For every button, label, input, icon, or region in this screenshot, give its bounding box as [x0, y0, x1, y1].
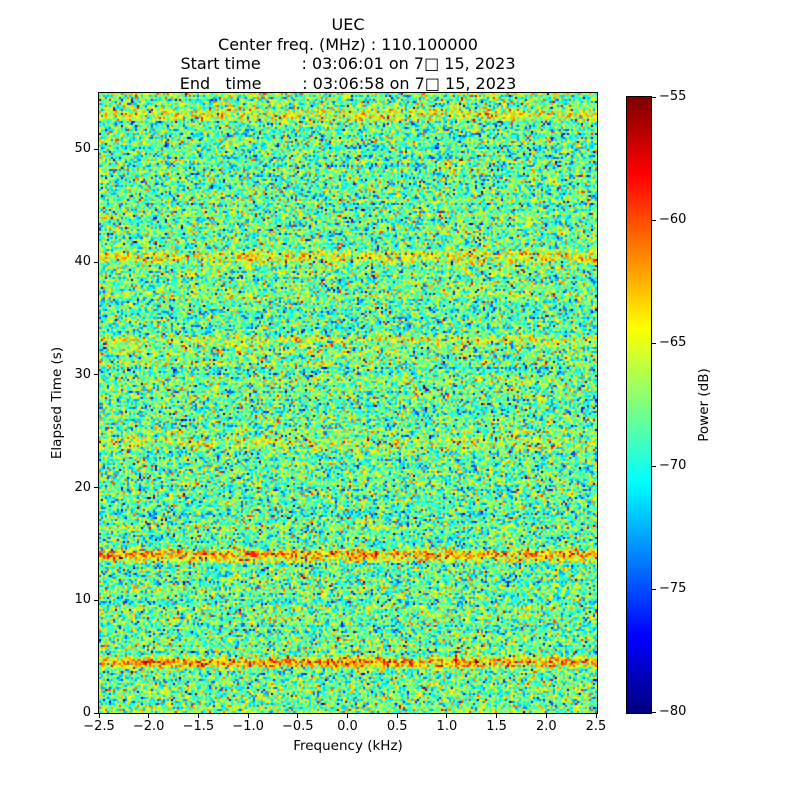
x-tick-mark: [496, 714, 498, 718]
colorbar-label: Power (dB): [696, 368, 712, 442]
x-tick-label: 0.0: [337, 719, 358, 734]
x-tick-mark: [347, 714, 348, 718]
x-tick-mark: [595, 714, 597, 718]
colorbar-tick-mark: [652, 465, 656, 467]
y-tick-mark: [94, 712, 98, 714]
colorbar-tick-label: −60: [659, 212, 687, 227]
y-axis-label: Elapsed Time (s): [49, 346, 65, 460]
chart-title: UEC: [331, 15, 365, 34]
colorbar-tick-mark: [652, 342, 656, 344]
x-tick-mark: [98, 714, 100, 718]
y-tick-label: 50: [74, 141, 91, 157]
x-tick-mark: [297, 714, 299, 718]
x-tick-label: 2.5: [585, 719, 607, 734]
x-tick-label: −1.5: [182, 719, 215, 734]
title-block: UEC Center freq. (MHz) : 110.100000 Star…: [48, 15, 648, 93]
y-tick-mark: [94, 599, 98, 601]
colorbar-frame: [626, 96, 652, 714]
x-tick-label: 1.5: [486, 719, 507, 734]
y-tick-label: 40: [74, 254, 91, 270]
x-tick-mark: [396, 714, 398, 718]
x-tick-label: −2.0: [132, 719, 165, 734]
x-tick-label: 2.0: [535, 719, 557, 734]
y-tick-label: 10: [74, 592, 91, 608]
x-tick-mark: [148, 714, 150, 718]
colorbar-canvas: [627, 97, 651, 713]
x-tick-mark: [197, 714, 199, 718]
colorbar-tick-label: −80: [659, 704, 687, 719]
colorbar-tick-label: −55: [659, 89, 687, 104]
colorbar-tick-label: −75: [659, 581, 687, 596]
y-tick-mark: [94, 487, 98, 489]
y-tick-mark: [94, 374, 98, 376]
x-tick-label: −2.5: [83, 719, 115, 734]
y-tick-mark: [94, 261, 98, 263]
x-tick-mark: [446, 714, 448, 718]
x-tick-label: −1.0: [232, 719, 264, 734]
x-tick-label: −0.5: [282, 719, 314, 734]
colorbar-tick-mark: [652, 588, 656, 590]
spectrogram-canvas: [99, 93, 597, 713]
colorbar-tick-label: −70: [659, 458, 687, 473]
x-tick-label: 1.0: [436, 719, 458, 734]
colorbar-tick-mark: [652, 219, 656, 221]
x-tick-mark: [545, 714, 547, 718]
y-tick-mark: [94, 148, 98, 150]
end-time-line: End time : 03:06:58 on 7□ 15, 2023: [179, 73, 517, 93]
x-tick-label: 0.5: [386, 719, 408, 734]
x-axis-label: Frequency (kHz): [293, 738, 403, 754]
y-tick-label: 0: [82, 705, 91, 720]
plot-frame: [98, 92, 598, 714]
colorbar-tick-label: −65: [659, 335, 687, 350]
colorbar-tick-mark: [652, 96, 656, 98]
y-tick-label: 20: [74, 479, 91, 495]
y-tick-label: 30: [74, 366, 91, 382]
colorbar-tick-mark: [652, 711, 656, 713]
x-tick-mark: [247, 714, 249, 718]
center-freq-line: Center freq. (MHz) : 110.100000: [218, 34, 478, 54]
start-time-line: Start time : 03:06:01 on 7□ 15, 2023: [180, 54, 516, 73]
